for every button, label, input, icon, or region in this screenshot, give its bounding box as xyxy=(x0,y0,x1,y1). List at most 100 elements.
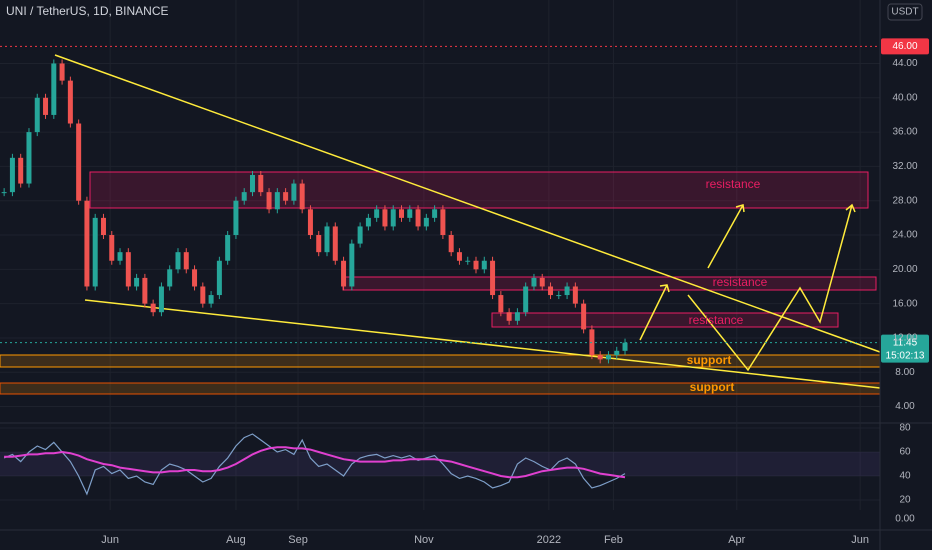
annotation-label: support xyxy=(687,353,732,367)
candle-body xyxy=(374,209,380,218)
currency-box xyxy=(887,3,923,21)
arrow xyxy=(639,284,668,341)
candle-body xyxy=(456,252,462,261)
candle-body xyxy=(249,174,255,193)
candle-body xyxy=(43,97,49,115)
countdown: 15:02:13 xyxy=(886,350,925,361)
candle-body xyxy=(18,157,24,184)
candle-body xyxy=(572,286,578,304)
arrow xyxy=(707,204,744,269)
candle-body xyxy=(432,209,438,218)
candle-body xyxy=(192,269,198,287)
candle-body xyxy=(481,260,487,270)
candle-body xyxy=(175,252,181,270)
candle-body xyxy=(332,226,338,261)
candle-body xyxy=(158,286,164,313)
y-tick-label: 8.00 xyxy=(895,367,915,378)
candle-body xyxy=(266,192,272,210)
price-label-box xyxy=(881,334,929,363)
arrow-head xyxy=(659,284,670,293)
y-tick-label: 28.00 xyxy=(892,195,917,206)
trendline xyxy=(54,54,881,353)
arrow xyxy=(687,204,853,372)
candle-body xyxy=(216,260,222,296)
candle-body xyxy=(365,217,371,227)
candle-body xyxy=(291,183,297,201)
x-tick-label: 2022 xyxy=(537,534,561,546)
candle-body xyxy=(34,97,40,133)
candle-body xyxy=(523,286,529,313)
currency: USDT xyxy=(891,7,918,18)
x-tick-label: Apr xyxy=(728,534,745,546)
candle-body xyxy=(564,286,570,296)
candle-body xyxy=(531,277,537,287)
candle-body xyxy=(490,260,496,296)
candle-body xyxy=(26,132,32,184)
candle-body xyxy=(84,200,90,287)
candle-body xyxy=(382,209,388,227)
candle-body xyxy=(349,243,355,287)
candle-body xyxy=(399,209,405,218)
trendline xyxy=(84,299,881,389)
y-tick-label: 40 xyxy=(899,471,911,482)
resistance-zone xyxy=(342,276,877,291)
candle-body xyxy=(498,295,504,313)
y-tick-label: 24.00 xyxy=(892,230,917,241)
overlay: 46.00 11.45 15:02:13 xyxy=(0,38,929,363)
candle-body xyxy=(622,342,628,351)
x-tick-label: Aug xyxy=(226,534,246,546)
annotation-label: resistance xyxy=(706,177,761,191)
y-tick-label: 36.00 xyxy=(892,127,917,138)
price-label: 46.00 xyxy=(892,41,917,52)
candle-body xyxy=(556,295,562,297)
arrow-head xyxy=(735,204,745,213)
candle-body xyxy=(448,235,454,253)
candle-body xyxy=(76,123,82,201)
candle-body xyxy=(167,269,173,287)
y-tick-label: 12.00 xyxy=(892,333,917,344)
candle-body xyxy=(548,286,554,296)
candle-body xyxy=(134,277,140,287)
candle-body xyxy=(539,277,545,287)
candle-body xyxy=(597,355,603,360)
candle-body xyxy=(299,183,305,210)
candle-body xyxy=(9,157,15,193)
candle-body xyxy=(465,260,471,262)
candle-body xyxy=(415,209,421,227)
candle-body xyxy=(233,200,239,236)
candle-body xyxy=(407,209,413,218)
x-tick-label: Nov xyxy=(414,534,434,546)
rsi-band xyxy=(0,451,880,477)
candle-body xyxy=(109,235,115,261)
arrow-head xyxy=(845,203,856,213)
candle-body xyxy=(283,192,289,201)
candle-body xyxy=(117,252,123,261)
arrows xyxy=(639,203,856,372)
candle-body xyxy=(100,217,106,236)
candle-body xyxy=(581,303,587,330)
candle-body xyxy=(473,260,479,270)
candle-body xyxy=(307,209,313,236)
indicator-line xyxy=(3,433,626,496)
y-tick-label: 60 xyxy=(899,447,911,458)
y-tick-label: 20 xyxy=(899,495,911,506)
indicator-value-label: 0.00 xyxy=(895,514,915,525)
candle-body xyxy=(1,192,7,194)
candle-body xyxy=(59,63,65,81)
candle-body xyxy=(341,260,347,287)
candle-body xyxy=(605,355,611,360)
x-tick-label: Jun xyxy=(851,534,869,546)
y-tick-label: 80 xyxy=(899,423,911,434)
y-tick-label: 16.00 xyxy=(892,298,917,309)
candle-body xyxy=(506,312,512,321)
y-tick-label: 40.00 xyxy=(892,92,917,103)
indicator-line xyxy=(4,446,626,479)
support-zone xyxy=(0,354,881,368)
candle-body xyxy=(324,226,330,253)
y-tick-label: 32.00 xyxy=(892,161,917,172)
candle-body xyxy=(614,350,620,356)
candle-body xyxy=(183,252,189,270)
candle-body xyxy=(514,312,520,321)
price-label-box xyxy=(881,38,929,55)
x-tick-label: Sep xyxy=(288,534,308,546)
